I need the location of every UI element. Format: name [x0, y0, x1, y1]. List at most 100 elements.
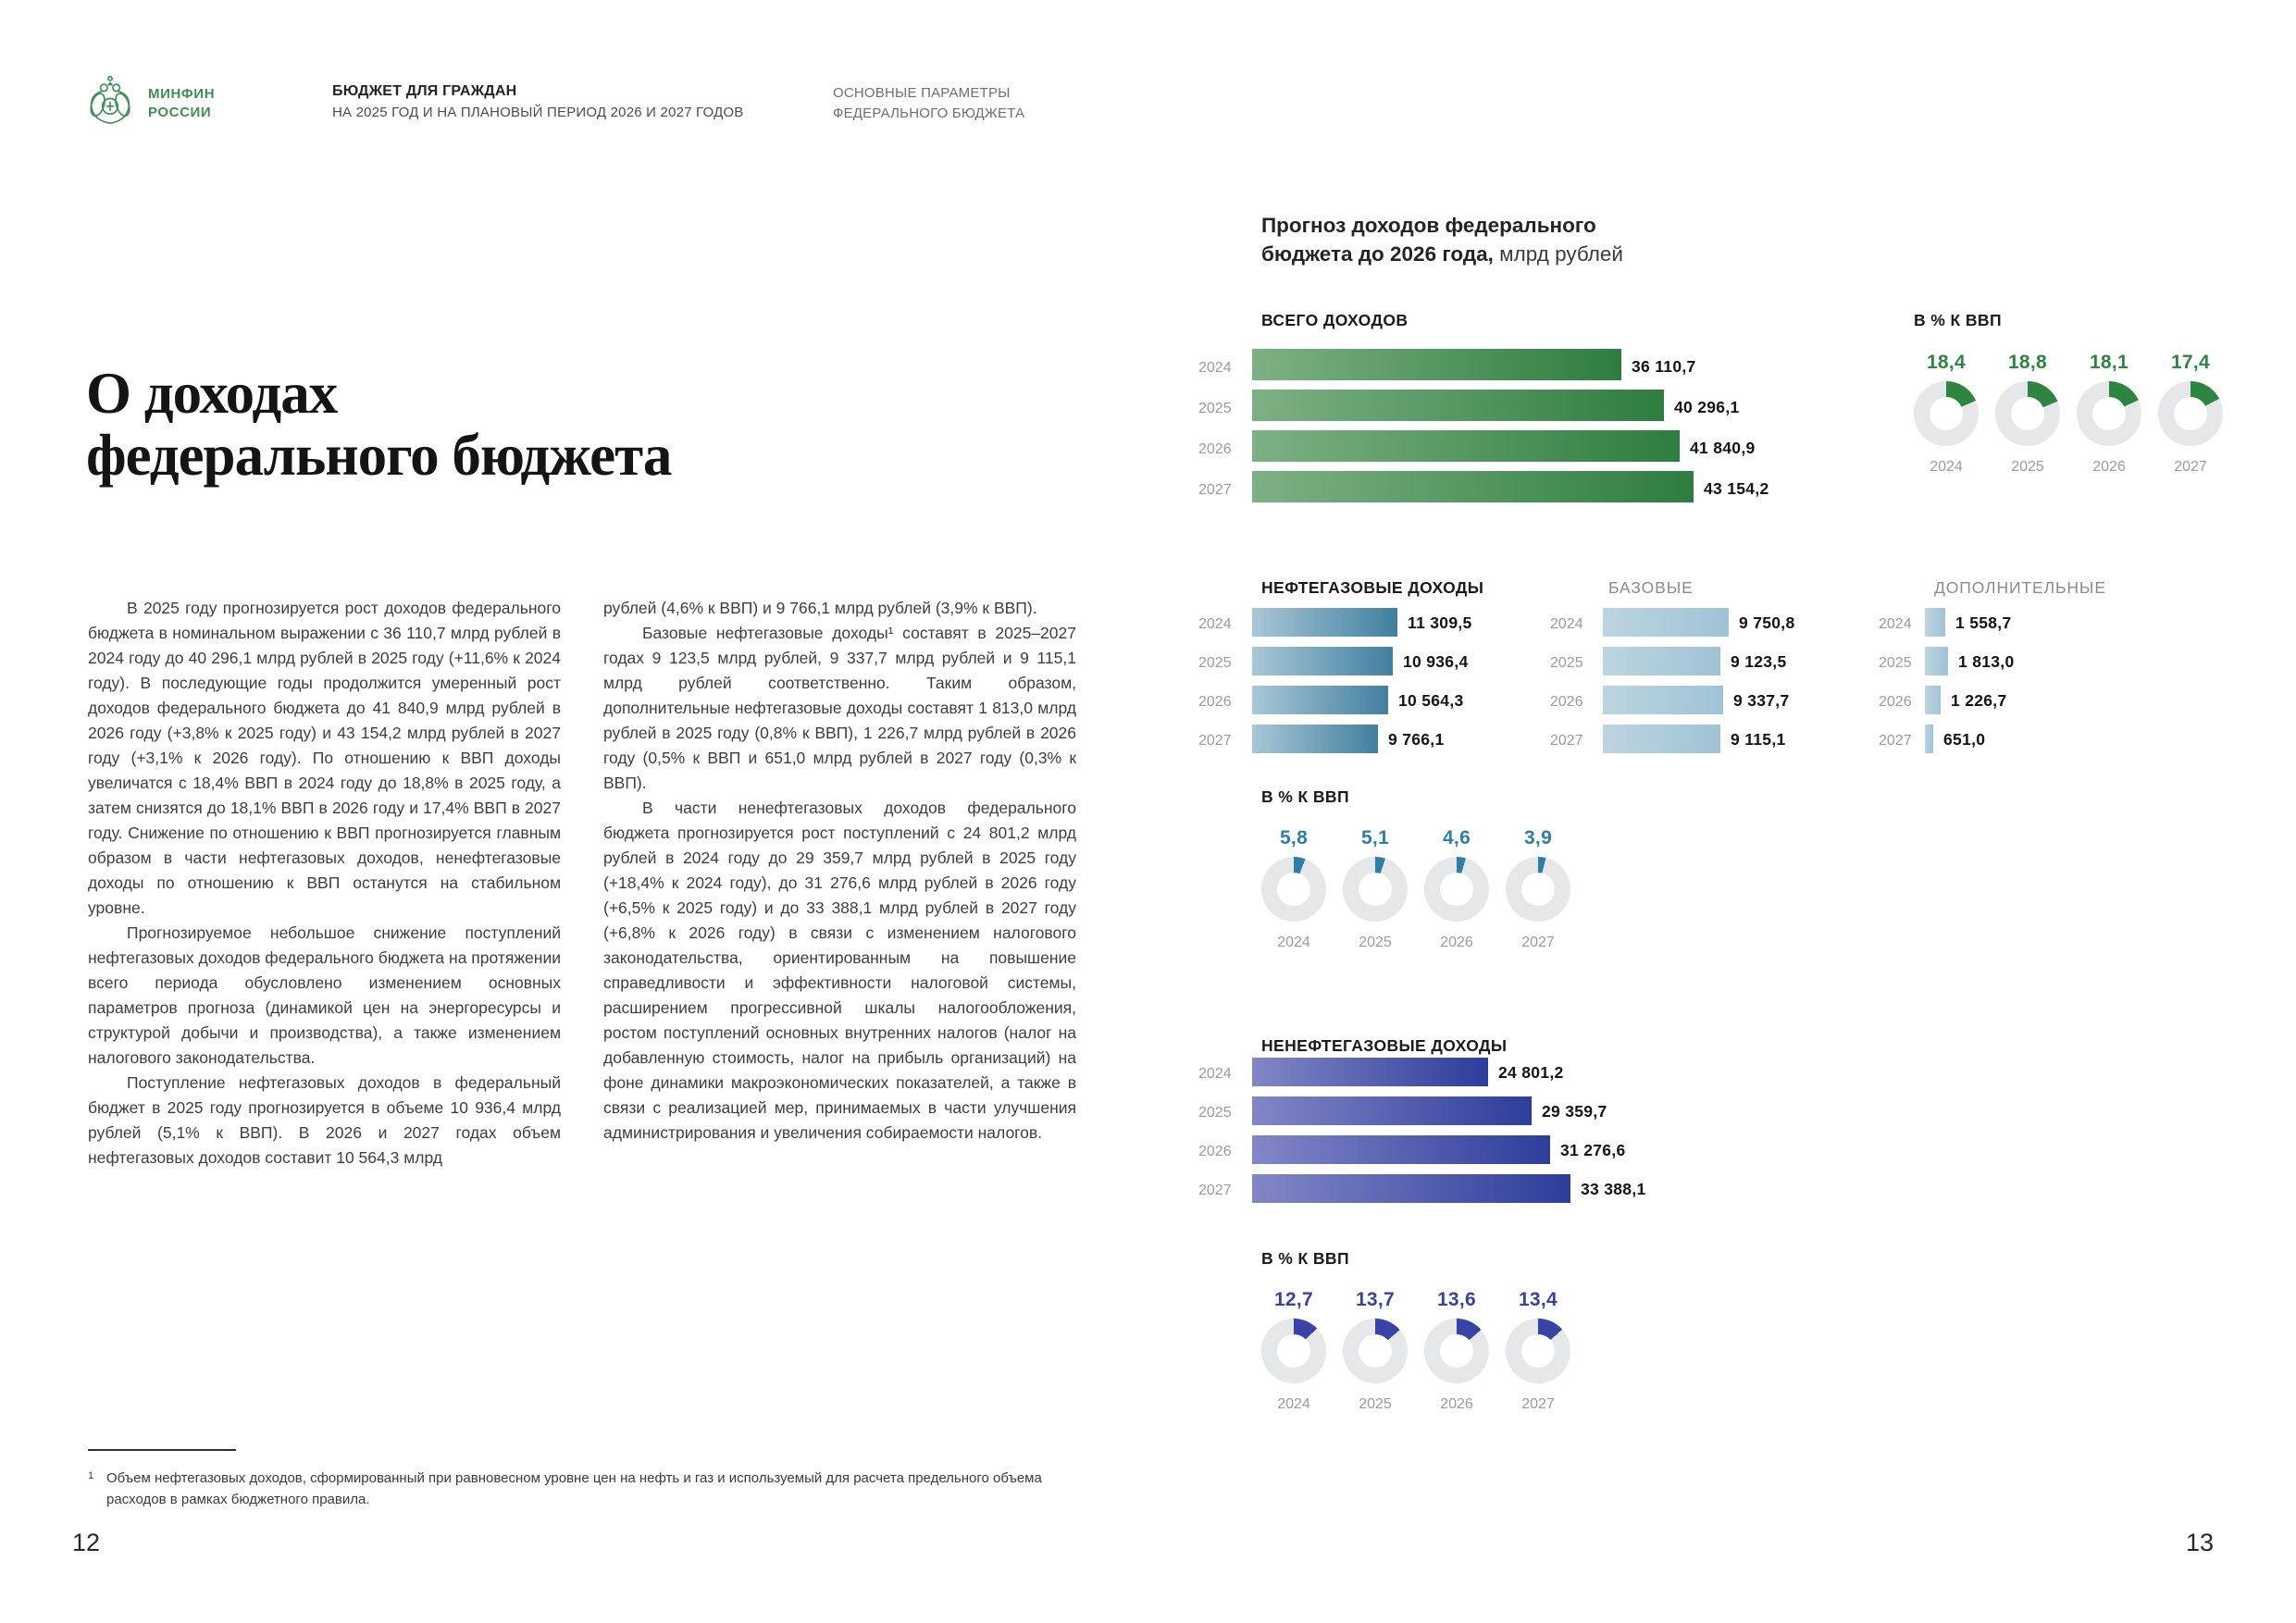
document-subtitle: НА 2025 ГОД И НА ПЛАНОВЫЙ ПЕРИОД 2026 И … — [332, 105, 744, 120]
value-label: 9 766,1 — [1388, 730, 1445, 749]
infographic-title-line1: Прогноз доходов федерального — [1261, 214, 1596, 237]
donut-value: 13,6 — [1436, 1289, 1477, 1310]
bar-row: 2024 1 558,7 — [1879, 608, 2015, 637]
year-label: 2025 — [1550, 655, 1583, 671]
label-oilgas-gdp-share: В % К ВВП — [1261, 787, 1349, 806]
bar — [1925, 725, 1933, 753]
bar — [1603, 725, 1720, 753]
footnote-text: Объем нефтегазовых доходов, сформированн… — [106, 1470, 1042, 1507]
bar-row: 2024 9 750,8 — [1550, 608, 1795, 637]
year-label: 2027 — [1198, 1183, 1232, 1198]
donut-cell: 18,8 2025 — [1987, 352, 2068, 476]
oilgas-additional-chart: 2024 1 558,7 2025 1 813,0 2026 1 226,7 2027 651… — [1879, 608, 2015, 753]
bar-row: 2025 29 359,7 — [1198, 1096, 1646, 1125]
year-label: 2027 — [1198, 733, 1232, 749]
label-nonoilgas-revenue: НЕНЕФТЕГАЗОВЫЕ ДОХОДЫ — [1261, 1036, 1508, 1055]
bar — [1252, 725, 1378, 753]
bar — [1252, 1058, 1488, 1086]
year-label: 2024 — [1198, 360, 1232, 376]
value-label: 651,0 — [1943, 730, 1986, 749]
label-oilgas-base: БАЗОВЫЕ — [1608, 578, 1694, 597]
minfin-logo-text: МИНФИН РОССИИ — [148, 85, 215, 122]
donut-ring — [1914, 381, 1979, 446]
donut-hole — [1277, 1334, 1310, 1368]
donut-cell: 13,7 2025 — [1334, 1289, 1416, 1413]
section-line2: ФЕДЕРАЛЬНОГО БЮДЖЕТА — [833, 105, 1025, 121]
donut-value: 18,8 — [2007, 352, 2048, 373]
year-label: 2026 — [1550, 694, 1583, 710]
year-label: 2025 — [1359, 1396, 1392, 1412]
year-label: 2024 — [1198, 616, 1232, 632]
year-label: 2024 — [1879, 616, 1912, 632]
value-label: 9 337,7 — [1733, 691, 1790, 710]
donut-hole — [1359, 873, 1392, 906]
year-label: 2026 — [1440, 1396, 1473, 1412]
label-total-revenue: ВСЕГО ДОХОДОВ — [1261, 311, 1409, 329]
bar-row: 2026 10 564,3 — [1198, 686, 1472, 714]
donut-value: 13,7 — [1355, 1289, 1396, 1310]
bar-row: 2025 10 936,4 — [1198, 647, 1472, 675]
bar-row: 2024 36 110,7 — [1198, 349, 1769, 380]
donut-hole — [2011, 397, 2044, 430]
paragraph: Базовые нефтегазовые доходы¹ составят в … — [603, 624, 1076, 792]
bar-row: 2026 9 337,7 — [1550, 686, 1795, 714]
donut-ring — [1506, 857, 1570, 922]
section-header: ОСНОВНЫЕ ПАРАМЕТРЫ ФЕДЕРАЛЬНОГО БЮДЖЕТА — [833, 83, 1024, 124]
donut-ring — [1343, 1319, 1408, 1383]
year-label: 2024 — [1550, 616, 1583, 632]
year-label: 2025 — [1198, 655, 1232, 671]
donut-value: 3,9 — [1523, 827, 1553, 849]
oilgas-revenue-chart: 2024 11 309,5 2025 10 936,4 2026 10 564,3 2027… — [1198, 608, 1472, 753]
article-column-1: В 2025 году прогнозируется рост доходов … — [88, 596, 561, 1171]
page-number-right: 13 — [2186, 1529, 2215, 1556]
bar-row: 2027 651,0 — [1879, 725, 2015, 753]
year-label: 2026 — [1198, 441, 1232, 457]
bar — [1603, 686, 1723, 714]
year-label: 2027 — [2174, 459, 2207, 475]
paragraph: Прогнозируемое небольшое снижение поступ… — [88, 923, 561, 1067]
paragraph: рублей (4,6% к ВВП) и 9 766,1 млрд рубле… — [603, 599, 1037, 617]
donut-ring — [1261, 857, 1326, 922]
donut-value: 4,6 — [1442, 827, 1471, 849]
donut-ring — [2077, 381, 2141, 446]
value-label: 24 801,2 — [1498, 1063, 1564, 1082]
label-oilgas-additional: ДОПОЛНИТЕЛЬНЫЕ — [1934, 578, 2106, 597]
donut-cell: 12,7 2024 — [1253, 1289, 1334, 1413]
bar-row: 2026 31 276,6 — [1198, 1135, 1646, 1164]
bar — [1252, 390, 1664, 421]
donut-value: 12,7 — [1273, 1289, 1314, 1310]
bar-row: 2027 9 115,1 — [1550, 725, 1795, 753]
donut-ring — [2158, 381, 2223, 446]
infographic-title-unit: млрд рублей — [1499, 242, 1623, 266]
bar — [1252, 686, 1388, 714]
section-line1: ОСНОВНЫЕ ПАРАМЕТРЫ — [833, 85, 1011, 101]
donut-ring — [1506, 1319, 1570, 1383]
value-label: 41 840,9 — [1690, 439, 1756, 457]
donut-cell: 17,4 2027 — [2150, 352, 2231, 476]
article-title-line1: О доходах — [86, 361, 338, 426]
bar — [1252, 608, 1397, 637]
donut-ring — [1261, 1319, 1326, 1383]
year-label: 2025 — [2011, 459, 2044, 475]
value-label: 11 309,5 — [1408, 613, 1472, 632]
year-label: 2027 — [1521, 1396, 1555, 1412]
value-label: 1 813,0 — [1958, 652, 2015, 671]
year-label: 2025 — [1198, 1105, 1232, 1121]
value-label: 1 226,7 — [1951, 691, 2007, 710]
donut-ring — [1995, 381, 2060, 446]
bar — [1252, 349, 1621, 380]
label-nonoilgas-gdp-share: В % К ВВП — [1261, 1249, 1349, 1268]
donut-hole — [1440, 873, 1473, 906]
donut-value: 17,4 — [2170, 352, 2211, 373]
value-label: 10 564,3 — [1398, 691, 1464, 710]
value-label: 40 296,1 — [1674, 398, 1740, 416]
year-label: 2024 — [1277, 935, 1310, 950]
bar — [1603, 608, 1729, 637]
donut-cell: 3,9 2027 — [1497, 827, 1579, 951]
paragraph: В 2025 году прогнозируется рост доходов … — [88, 599, 561, 917]
total-revenue-chart: 2024 36 110,7 2025 40 296,1 2026 41 840,9 2027… — [1198, 349, 1769, 502]
bar-row: 2026 41 840,9 — [1198, 430, 1769, 462]
bar-row: 2026 1 226,7 — [1879, 686, 2015, 714]
year-label: 2026 — [1198, 694, 1232, 710]
year-label: 2026 — [1198, 1144, 1232, 1159]
